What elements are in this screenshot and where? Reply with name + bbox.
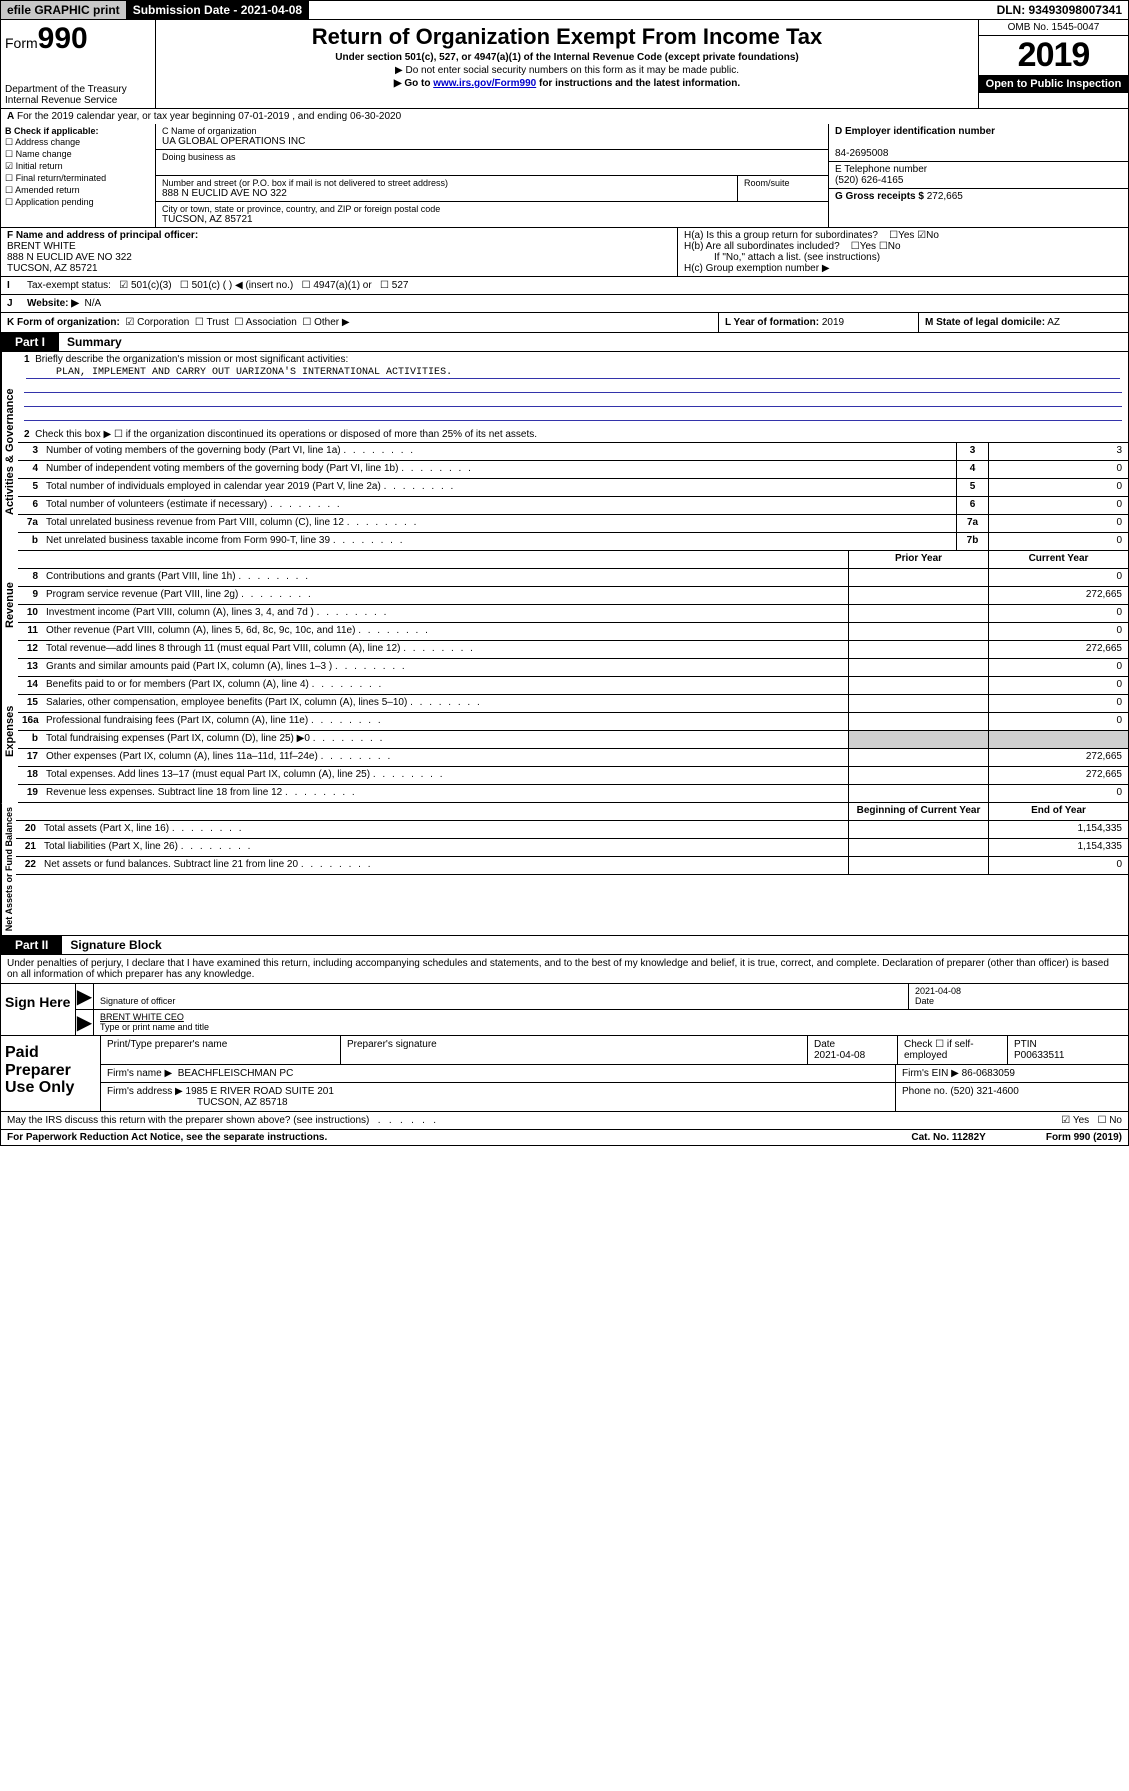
h-c: H(c) Group exemption number ▶ <box>684 263 1122 274</box>
table-row: 22 Net assets or fund balances. Subtract… <box>16 857 1128 875</box>
table-row: 19 Revenue less expenses. Subtract line … <box>18 785 1128 803</box>
summary-netassets: Net Assets or Fund Balances Beginning of… <box>0 803 1129 936</box>
dept-treasury: Department of the Treasury <box>5 84 151 95</box>
open-public: Open to Public Inspection <box>979 75 1128 93</box>
table-row: 5 Total number of individuals employed i… <box>18 479 1128 497</box>
row-f-h: F Name and address of principal officer:… <box>0 228 1129 277</box>
line-a: A For the 2019 calendar year, or tax yea… <box>0 109 1129 124</box>
table-row: 21 Total liabilities (Part X, line 26) 1… <box>16 839 1128 857</box>
part-1-header: Part I Summary <box>0 333 1129 352</box>
org-name: UA GLOBAL OPERATIONS INC <box>162 136 822 147</box>
dba-label: Doing business as <box>162 152 822 162</box>
table-row: b Total fundraising expenses (Part IX, c… <box>18 731 1128 749</box>
mission-text: PLAN, IMPLEMENT AND CARRY OUT UARIZONA'S… <box>26 367 1120 379</box>
vlabel-net: Net Assets or Fund Balances <box>1 803 16 935</box>
row-j: J Website: ▶ N/A <box>0 295 1129 313</box>
ein-value: 84-2695008 <box>835 148 888 159</box>
footer: For Paperwork Reduction Act Notice, see … <box>0 1130 1129 1146</box>
summary-revenue: Revenue Prior Year Current Year 8 Contri… <box>0 551 1129 659</box>
irs-label: Internal Revenue Service <box>5 95 151 106</box>
omb-number: OMB No. 1545-0047 <box>979 20 1128 36</box>
sign-here: Sign Here ▶ Signature of officer 2021-04… <box>0 984 1129 1036</box>
chk-final: ☐ Final return/terminated <box>5 173 151 184</box>
chk-address: ☐ Address change <box>5 137 151 148</box>
table-row: 18 Total expenses. Add lines 13–17 (must… <box>18 767 1128 785</box>
table-row: 8 Contributions and grants (Part VIII, l… <box>18 569 1128 587</box>
check-b-label: B Check if applicable: <box>5 126 99 136</box>
summary-governance: Activities & Governance 1 Briefly descri… <box>0 352 1129 551</box>
addr-label: Number and street (or P.O. box if mail i… <box>162 178 731 188</box>
header: Form990 Department of the Treasury Inter… <box>0 20 1129 109</box>
table-row: 17 Other expenses (Part IX, column (A), … <box>18 749 1128 767</box>
irs-link[interactable]: www.irs.gov/Form990 <box>433 78 536 89</box>
table-row: 7a Total unrelated business revenue from… <box>18 515 1128 533</box>
table-row: 11 Other revenue (Part VIII, column (A),… <box>18 623 1128 641</box>
table-row: 15 Salaries, other compensation, employe… <box>18 695 1128 713</box>
table-row: 10 Investment income (Part VIII, column … <box>18 605 1128 623</box>
row-k-l-m: K Form of organization: ☑ Corporation ☐ … <box>0 313 1129 333</box>
room-label: Room/suite <box>738 176 828 201</box>
table-row: 13 Grants and similar amounts paid (Part… <box>18 659 1128 677</box>
city-state-zip: TUCSON, AZ 85721 <box>162 214 822 225</box>
h-b: H(b) Are all subordinates included? ☐Yes… <box>684 241 1122 252</box>
chk-pending: ☐ Application pending <box>5 197 151 208</box>
discuss-row: May the IRS discuss this return with the… <box>0 1112 1129 1130</box>
dln: DLN: 93493098007341 <box>991 1 1128 19</box>
vlabel-exp: Expenses <box>1 659 18 803</box>
subtitle-2: ▶ Do not enter social security numbers o… <box>160 65 974 76</box>
efile-label: efile GRAPHIC print <box>1 1 127 19</box>
paid-preparer: Paid Preparer Use Only Print/Type prepar… <box>0 1036 1129 1112</box>
table-row: 9 Program service revenue (Part VIII, li… <box>18 587 1128 605</box>
vlabel-rev: Revenue <box>1 551 18 659</box>
h-a: H(a) Is this a group return for subordin… <box>684 230 1122 241</box>
street-address: 888 N EUCLID AVE NO 322 <box>162 188 731 199</box>
perjury-text: Under penalties of perjury, I declare th… <box>0 955 1129 984</box>
table-row: 14 Benefits paid to or for members (Part… <box>18 677 1128 695</box>
table-row: 4 Number of independent voting members o… <box>18 461 1128 479</box>
table-row: 12 Total revenue—add lines 8 through 11 … <box>18 641 1128 659</box>
subtitle-1: Under section 501(c), 527, or 4947(a)(1)… <box>160 52 974 63</box>
chk-initial: ☑ Initial return <box>5 161 151 172</box>
officer-name: BRENT WHITE <box>7 241 76 252</box>
table-row: 20 Total assets (Part X, line 16) 1,154,… <box>16 821 1128 839</box>
submission-date: Submission Date - 2021-04-08 <box>127 1 309 19</box>
form-title: Return of Organization Exempt From Incom… <box>160 24 974 50</box>
tax-year: 2019 <box>979 36 1128 75</box>
chk-amended: ☐ Amended return <box>5 185 151 196</box>
city-label: City or town, state or province, country… <box>162 204 822 214</box>
officer-addr2: TUCSON, AZ 85721 <box>7 263 98 274</box>
summary-expenses: Expenses 13 Grants and similar amounts p… <box>0 659 1129 803</box>
form-990-label: Form990 <box>5 22 151 56</box>
h-b-note: If "No," attach a list. (see instruction… <box>684 252 1122 263</box>
f-label: F Name and address of principal officer: <box>7 230 198 241</box>
gross-receipts: G Gross receipts $ 272,665 <box>829 189 1128 204</box>
entity-info: B Check if applicable: ☐ Address change … <box>0 124 1129 228</box>
subtitle-3: ▶ Go to www.irs.gov/Form990 for instruct… <box>160 78 974 89</box>
table-row: 16a Professional fundraising fees (Part … <box>18 713 1128 731</box>
phone-value: (520) 626-4165 <box>835 175 903 186</box>
top-bar: efile GRAPHIC print Submission Date - 20… <box>0 0 1129 20</box>
chk-name: ☐ Name change <box>5 149 151 160</box>
phone-label: E Telephone number <box>835 164 927 175</box>
row-i: I Tax-exempt status: ☑ 501(c)(3) ☐ 501(c… <box>0 277 1129 295</box>
part-2-header: Part II Signature Block <box>0 936 1129 955</box>
table-row: b Net unrelated business taxable income … <box>18 533 1128 551</box>
ein-label: D Employer identification number <box>835 126 995 137</box>
table-row: 6 Total number of volunteers (estimate i… <box>18 497 1128 515</box>
vlabel-gov: Activities & Governance <box>1 352 18 551</box>
c-name-label: C Name of organization <box>162 126 822 136</box>
officer-addr1: 888 N EUCLID AVE NO 322 <box>7 252 132 263</box>
table-row: 3 Number of voting members of the govern… <box>18 443 1128 461</box>
